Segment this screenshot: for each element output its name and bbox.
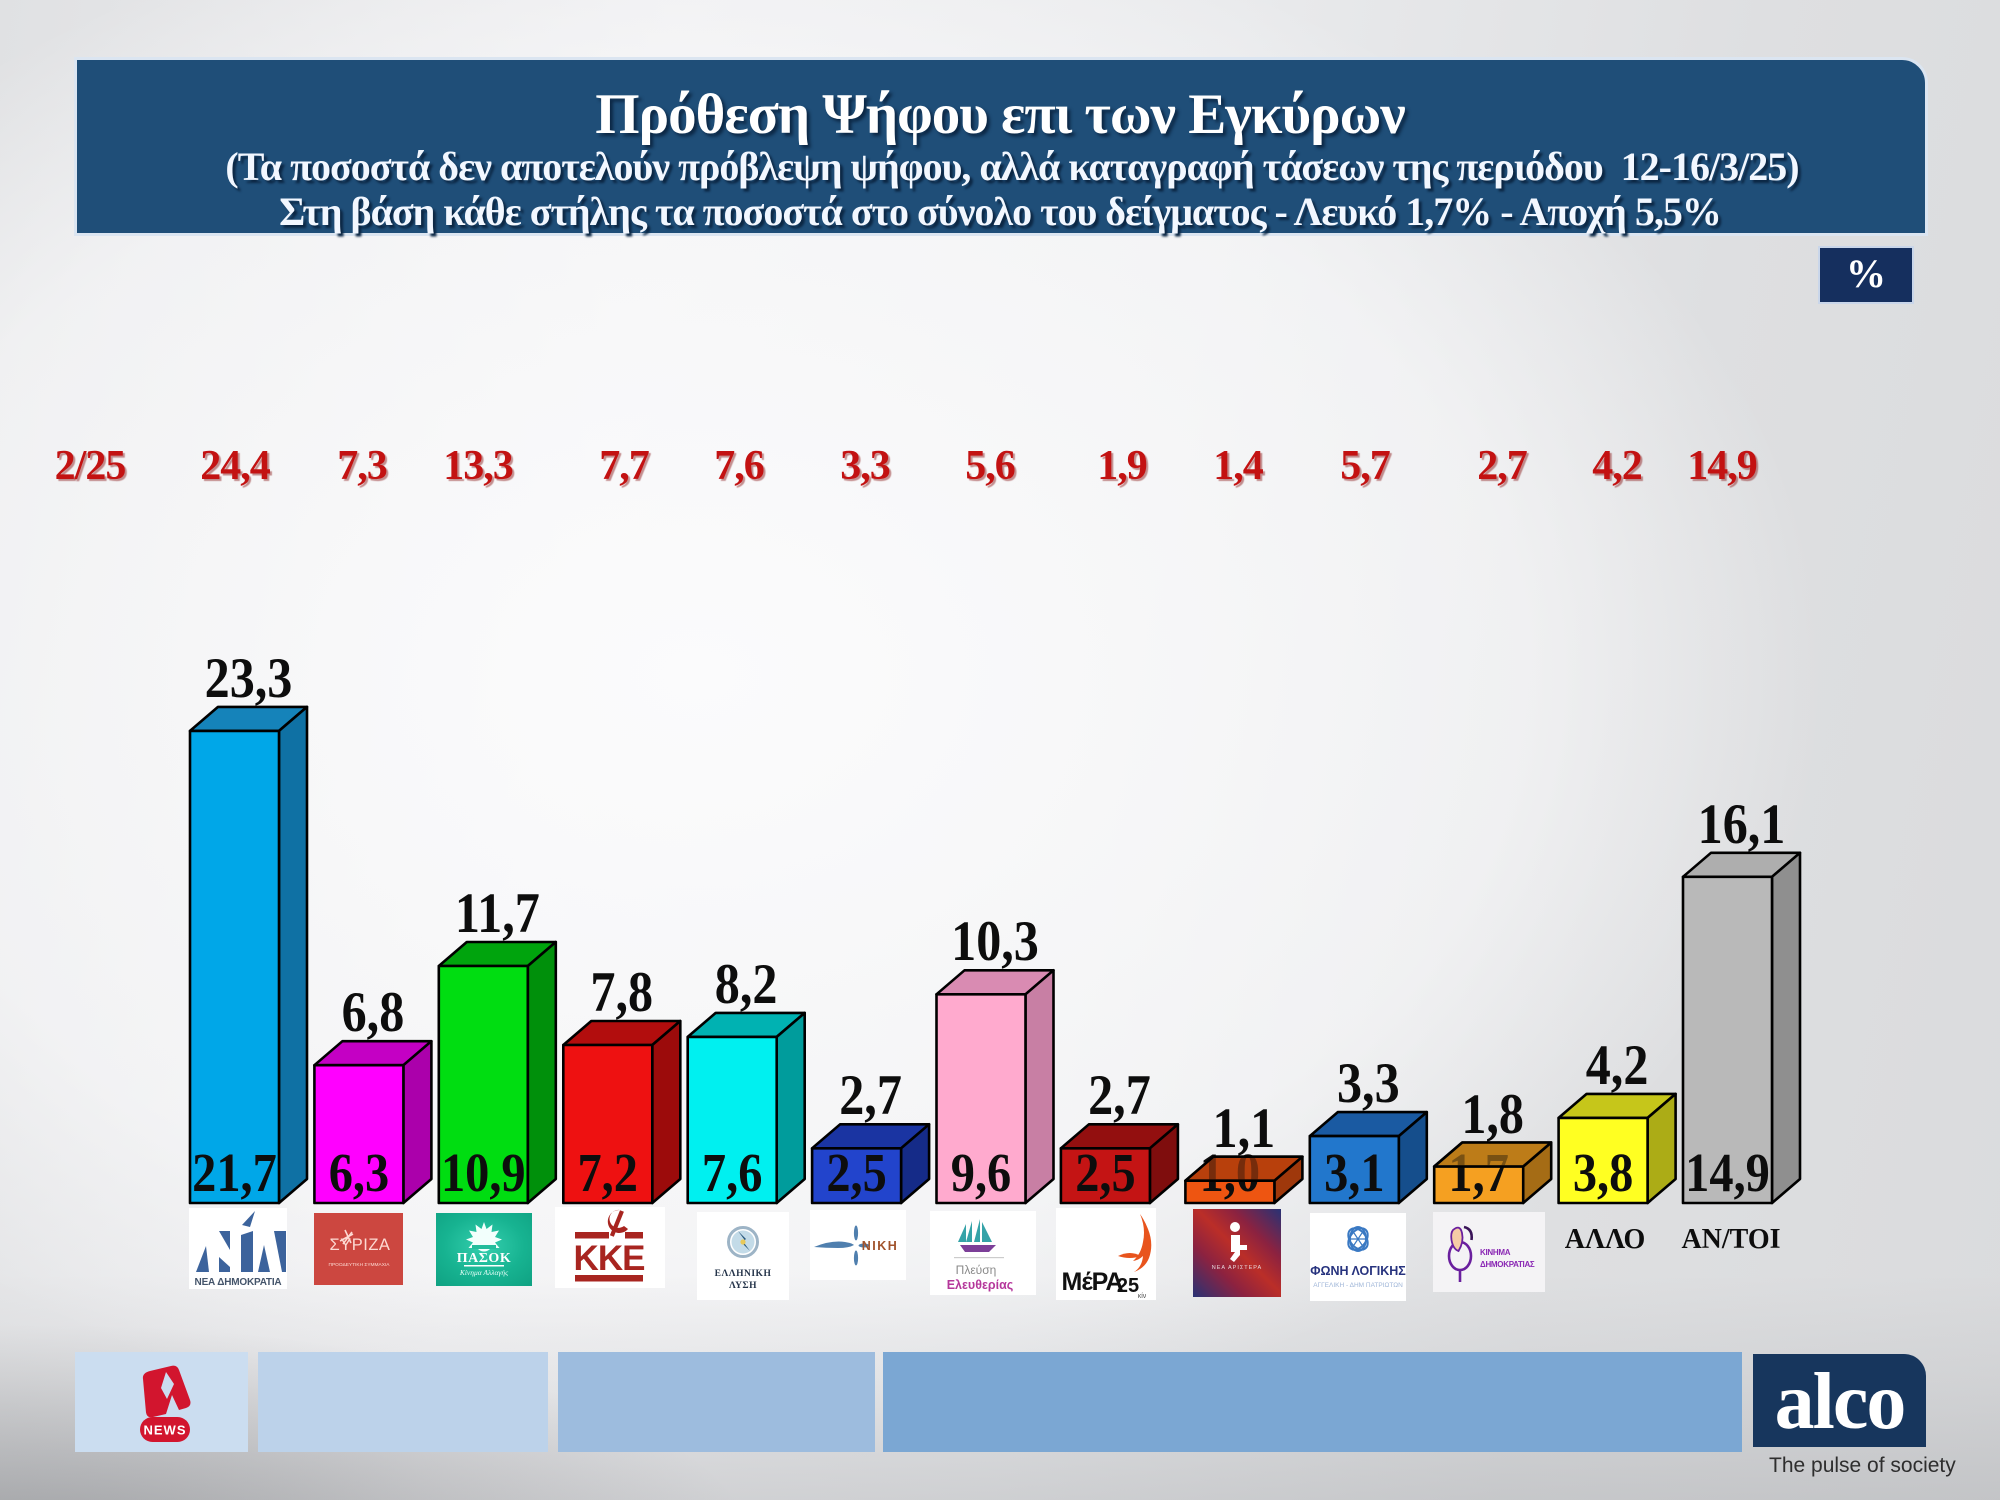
- svg-text:3,3: 3,3: [1337, 1051, 1400, 1115]
- svg-text:Ελευθερίας: Ελευθερίας: [947, 1278, 1014, 1292]
- svg-text:ΛΥΣΗ: ΛΥΣΗ: [729, 1281, 757, 1291]
- svg-text:7,6: 7,6: [702, 1143, 762, 1204]
- svg-text:11,7: 11,7: [455, 881, 540, 945]
- svg-text:ΣΥΡΙΖΑ: ΣΥΡΙΖΑ: [330, 1236, 391, 1254]
- svg-text:ΝΕΑ ΔΗΜΟΚΡΑΤΙΑ: ΝΕΑ ΔΗΜΟΚΡΑΤΙΑ: [195, 1277, 282, 1288]
- svg-text:5,6: 5,6: [965, 443, 1015, 489]
- svg-text:κίν: κίν: [1138, 1292, 1147, 1300]
- svg-text:9,6: 9,6: [951, 1143, 1011, 1204]
- svg-text:7,6: 7,6: [714, 443, 764, 489]
- svg-text:7,8: 7,8: [590, 960, 653, 1024]
- svg-text:7,7: 7,7: [599, 443, 649, 489]
- svg-text:2/25: 2/25: [55, 443, 126, 489]
- svg-text:2,5: 2,5: [826, 1143, 886, 1204]
- svg-text:ΑΝ/ΤΟΙ: ΑΝ/ΤΟΙ: [1681, 1224, 1780, 1255]
- svg-text:14,9: 14,9: [1687, 443, 1757, 489]
- svg-text:ΝΕΑ ΑΡΙΣΤΕΡΑ: ΝΕΑ ΑΡΙΣΤΕΡΑ: [1212, 1265, 1262, 1271]
- svg-text:4,2: 4,2: [1586, 1033, 1649, 1097]
- svg-text:NEWS: NEWS: [144, 1423, 187, 1438]
- svg-text:7,2: 7,2: [577, 1143, 637, 1204]
- svg-text:2,5: 2,5: [1075, 1143, 1135, 1204]
- svg-text:ΑΛΛΟ: ΑΛΛΟ: [1565, 1224, 1646, 1255]
- svg-text:ΕΛΛΗΝΙΚΗ: ΕΛΛΗΝΙΚΗ: [715, 1269, 772, 1279]
- svg-text:ΦΩΝΗ ΛΟΓΙΚΗΣ: ΦΩΝΗ ΛΟΓΙΚΗΣ: [1310, 1264, 1406, 1278]
- svg-text:8,2: 8,2: [715, 952, 778, 1016]
- svg-text:3,3: 3,3: [840, 443, 890, 489]
- svg-text:7,3: 7,3: [337, 443, 387, 489]
- svg-text:10,9: 10,9: [441, 1143, 526, 1204]
- svg-text:14,9: 14,9: [1685, 1143, 1770, 1204]
- svg-text:ΚΙΝΗΜΑ: ΚΙΝΗΜΑ: [1480, 1248, 1511, 1257]
- svg-text:3,8: 3,8: [1573, 1143, 1633, 1204]
- svg-text:16,1: 16,1: [1698, 792, 1786, 856]
- svg-text:10,3: 10,3: [951, 909, 1039, 973]
- svg-text:23,3: 23,3: [205, 646, 293, 710]
- svg-text:2,7: 2,7: [839, 1063, 902, 1127]
- svg-text:4,2: 4,2: [1592, 443, 1642, 489]
- svg-text:1,1: 1,1: [1213, 1096, 1276, 1160]
- svg-text:1,9: 1,9: [1097, 443, 1147, 489]
- svg-text:ΔΗΜΟΚΡΑΤΙΑΣ: ΔΗΜΟΚΡΑΤΙΑΣ: [1480, 1260, 1535, 1269]
- svg-text:ΜέΡΑ: ΜέΡΑ: [1062, 1268, 1124, 1296]
- svg-text:2,7: 2,7: [1088, 1063, 1151, 1127]
- svg-text:3,1: 3,1: [1324, 1143, 1384, 1204]
- svg-text:ΚΚΕ: ΚΚΕ: [574, 1239, 645, 1278]
- svg-text:Κίνημα Αλλαγής: Κίνημα Αλλαγής: [459, 1268, 509, 1277]
- svg-text:5,7: 5,7: [1340, 443, 1390, 489]
- svg-text:1,8: 1,8: [1461, 1082, 1524, 1146]
- svg-text:6,3: 6,3: [329, 1143, 389, 1204]
- svg-text:13,3: 13,3: [443, 443, 513, 489]
- svg-text:25: 25: [1117, 1275, 1139, 1297]
- svg-text:ΝΙΚΗ: ΝΙΚΗ: [862, 1239, 899, 1253]
- svg-text:ΑΓΓΕΛΙΚΗ - ΔΗΜ ΠΑΤΡΙΩΤΩΝ: ΑΓΓΕΛΙΚΗ - ΔΗΜ ΠΑΤΡΙΩΤΩΝ: [1313, 1282, 1403, 1289]
- svg-text:ΠΡΟΟΔΕΥΤΙΚΗ ΣΥΜΜΑΧΙΑ: ΠΡΟΟΔΕΥΤΙΚΗ ΣΥΜΜΑΧΙΑ: [329, 1262, 391, 1268]
- svg-text:ΠΑΣΟΚ: ΠΑΣΟΚ: [457, 1251, 511, 1266]
- svg-text:21,7: 21,7: [192, 1143, 277, 1204]
- svg-text:1,4: 1,4: [1213, 443, 1264, 489]
- svg-text:2,7: 2,7: [1477, 443, 1527, 489]
- svg-text:Πλεύση: Πλεύση: [956, 1263, 997, 1277]
- svg-text:6,8: 6,8: [342, 980, 405, 1044]
- svg-text:24,4: 24,4: [200, 443, 271, 489]
